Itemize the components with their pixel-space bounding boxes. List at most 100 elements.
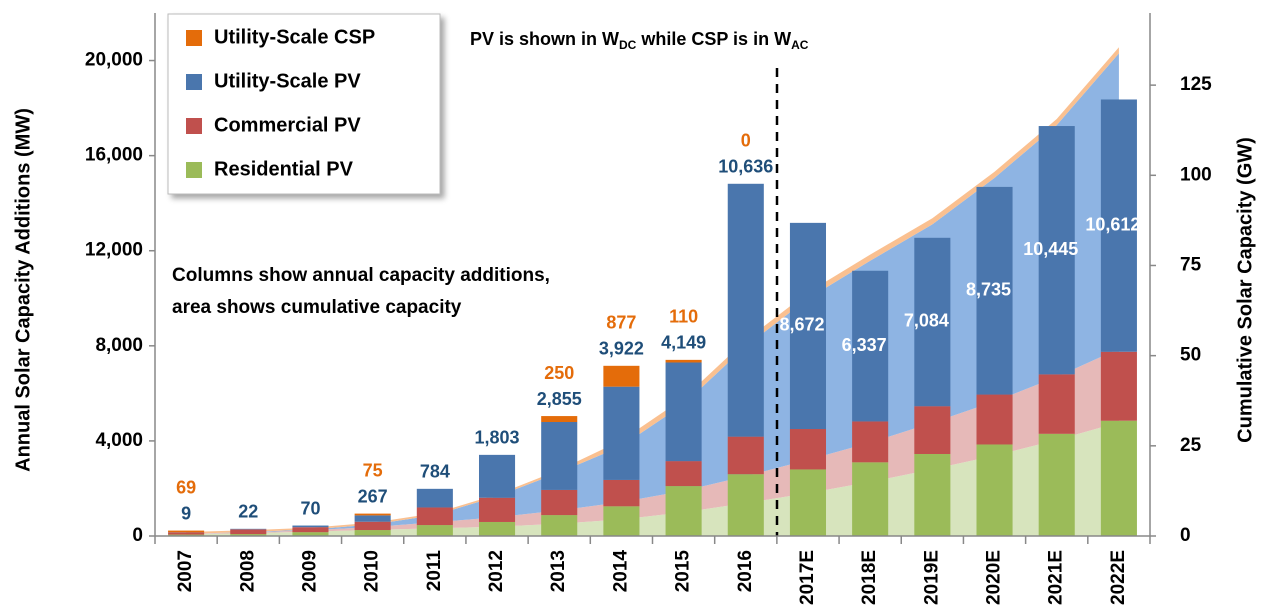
bar-segment bbox=[541, 489, 578, 516]
bar-segment bbox=[292, 527, 329, 533]
bar-segment bbox=[665, 461, 702, 487]
x-tick-label: 2013 bbox=[548, 550, 569, 592]
pv-value-label: 22 bbox=[238, 502, 258, 522]
bar-segment bbox=[541, 416, 578, 423]
bar-segment bbox=[914, 406, 951, 454]
bar-segment bbox=[976, 444, 1013, 536]
annotation: Columns show annual capacity additions, bbox=[172, 265, 550, 286]
bar-segment bbox=[478, 454, 516, 498]
bar-segment bbox=[603, 386, 640, 480]
note-sub: AC bbox=[791, 38, 809, 52]
pv-value-label: 2,855 bbox=[537, 389, 582, 409]
bar-segment bbox=[230, 528, 267, 530]
y-tick-label: 4,000 bbox=[95, 430, 143, 451]
bar-segment bbox=[168, 532, 205, 535]
bar-segment bbox=[230, 534, 267, 536]
annotation: area shows cumulative capacity bbox=[172, 297, 462, 318]
pv-value-label: 784 bbox=[420, 462, 450, 482]
bar-segment bbox=[292, 532, 329, 536]
bar-segment bbox=[727, 436, 764, 475]
legend-box bbox=[167, 13, 441, 195]
x-tick-label: 2017E bbox=[797, 550, 818, 605]
note-part: PV is shown in W bbox=[470, 29, 619, 49]
legend-label: Utility-Scale CSP bbox=[214, 26, 375, 48]
pv-value-label: 10,612 bbox=[1085, 214, 1140, 234]
pv-value-label: 10,636 bbox=[718, 157, 773, 177]
pv-value-label: 9 bbox=[181, 503, 191, 523]
x-tick-label: 2020E bbox=[984, 550, 1005, 605]
bar-segment bbox=[727, 183, 764, 437]
legend-swatch bbox=[186, 162, 202, 178]
bar-segment bbox=[852, 421, 889, 463]
bar-segment bbox=[292, 525, 329, 528]
csp-value-label: 110 bbox=[669, 307, 698, 327]
x-tick-label: 2009 bbox=[299, 550, 320, 592]
bar-segment bbox=[478, 521, 516, 536]
y-tick-label: 16,000 bbox=[85, 145, 143, 166]
x-tick-label: 2018E bbox=[859, 550, 880, 605]
bar-segment bbox=[852, 270, 889, 422]
bar-segment bbox=[230, 529, 267, 535]
pv-value-label: 4,149 bbox=[661, 333, 706, 353]
pv-value-label: 10,445 bbox=[1023, 239, 1078, 259]
legend-label: Residential PV bbox=[214, 158, 354, 180]
y-tick-label: 0 bbox=[132, 525, 143, 546]
bar-segment bbox=[603, 365, 640, 387]
x-tick-label: 2012 bbox=[486, 550, 507, 592]
bar-segment bbox=[789, 469, 827, 536]
y-tick-label: 12,000 bbox=[85, 240, 143, 261]
bar-segment bbox=[354, 515, 391, 522]
pv-value-label: 1,803 bbox=[475, 428, 520, 448]
unit-note: PV is shown in WDC while CSP is in WAC bbox=[470, 29, 809, 52]
bar-segment bbox=[789, 429, 827, 470]
legend-swatch bbox=[186, 74, 202, 90]
bar-segment bbox=[976, 394, 1013, 445]
y2-tick-label: 75 bbox=[1180, 254, 1202, 275]
legend: Utility-Scale CSP Utility-Scale PV Commerc… bbox=[167, 13, 441, 195]
bar-segment bbox=[1100, 420, 1137, 536]
x-tick-label: 2014 bbox=[610, 550, 631, 593]
x-tick-label: 2022E bbox=[1108, 550, 1129, 605]
bar-segment bbox=[1100, 99, 1137, 352]
bar-segment bbox=[727, 474, 764, 536]
x-tick-label: 2007 bbox=[175, 550, 196, 592]
bar-segment bbox=[789, 222, 827, 430]
bar-segment bbox=[1038, 126, 1075, 375]
bar-segment bbox=[1100, 351, 1137, 421]
legend-label: Commercial PV bbox=[214, 114, 361, 136]
bar-segment bbox=[603, 506, 640, 536]
pv-value-label: 267 bbox=[358, 486, 388, 506]
y2-tick-label: 0 bbox=[1180, 525, 1191, 546]
x-tick-label: 2021E bbox=[1046, 550, 1067, 605]
pv-value-label: 7,084 bbox=[904, 311, 949, 331]
bar-segment bbox=[914, 453, 951, 536]
x-tick-label: 2011 bbox=[424, 550, 445, 592]
bar-segment bbox=[354, 513, 391, 516]
bar-segment bbox=[416, 525, 453, 536]
bar-segment bbox=[665, 486, 702, 536]
pv-value-label: 6,337 bbox=[842, 335, 887, 355]
bar-segment bbox=[416, 488, 453, 508]
bar-segment bbox=[852, 462, 889, 536]
pv-value-label: 70 bbox=[300, 498, 320, 518]
csp-value-label: 250 bbox=[544, 363, 574, 383]
y2-tick-label: 125 bbox=[1180, 74, 1212, 95]
bar-segment bbox=[665, 359, 702, 363]
legend-swatch bbox=[186, 30, 202, 46]
x-tick-label: 2015 bbox=[673, 550, 694, 593]
x-tick-label: 2008 bbox=[237, 550, 258, 592]
legend-label: Utility-Scale PV bbox=[214, 70, 361, 92]
bar-segment bbox=[665, 362, 702, 462]
pv-value-label: 8,735 bbox=[966, 279, 1011, 299]
y2-tick-label: 50 bbox=[1180, 345, 1201, 366]
y2-tick-label: 100 bbox=[1180, 164, 1212, 185]
note-part: while CSP is in W bbox=[636, 29, 791, 49]
y-tick-label: 20,000 bbox=[85, 50, 143, 71]
bar-segment bbox=[1038, 374, 1075, 434]
bar-segment bbox=[541, 515, 578, 536]
x-tick-label: 2019E bbox=[921, 550, 942, 605]
bar-segment bbox=[541, 422, 578, 490]
pv-value-label: 8,672 bbox=[779, 315, 824, 335]
bar-segment bbox=[1038, 433, 1075, 536]
